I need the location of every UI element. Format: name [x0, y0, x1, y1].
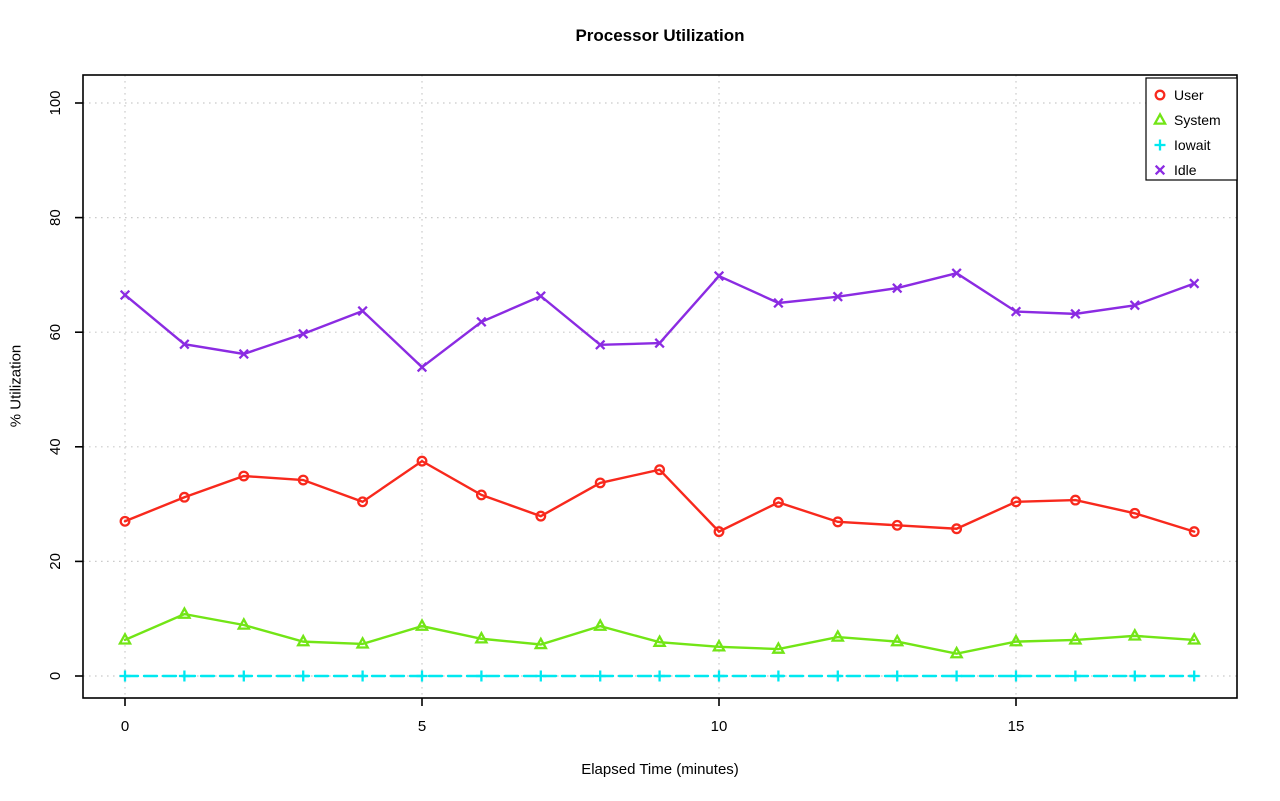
x-axis-title: Elapsed Time (minutes) [581, 761, 739, 778]
user-marker [535, 510, 547, 522]
series-system [117, 606, 1202, 659]
system-marker [533, 636, 548, 650]
system-marker [296, 633, 311, 647]
user-marker [1188, 526, 1200, 538]
user-marker [1129, 507, 1141, 519]
x-tick-label: 10 [711, 718, 728, 735]
series-idle [119, 268, 1200, 373]
idle-marker [951, 268, 962, 279]
system-marker [177, 606, 192, 619]
x-tick-label: 0 [121, 718, 129, 735]
idle-marker [1010, 306, 1022, 317]
idle-marker [179, 339, 190, 350]
user-marker [297, 474, 309, 486]
system-marker [949, 645, 964, 659]
plot-box [82, 74, 1238, 699]
system-marker [117, 631, 133, 645]
x-tick-label: 5 [418, 718, 426, 735]
system-marker [830, 629, 845, 642]
x-tick-label: 15 [1008, 718, 1025, 735]
user-marker [238, 470, 250, 482]
user-marker [772, 496, 784, 508]
idle-marker [1189, 278, 1200, 289]
legend-circle-icon [1154, 89, 1166, 101]
idle-marker [595, 339, 606, 350]
user-marker [654, 464, 666, 476]
axes: 0 5 10 15 0 20 40 60 80 100 [47, 90, 1024, 735]
y-tick-label: 80 [47, 209, 64, 226]
idle-marker [357, 305, 368, 317]
user-marker [832, 516, 844, 528]
y-tick-label: 0 [47, 672, 64, 680]
series-iowait [119, 670, 1200, 682]
idle-marker [654, 337, 665, 349]
idle-marker [713, 270, 725, 282]
idle-marker [832, 291, 843, 302]
system-marker [593, 618, 608, 631]
series-line [123, 271, 1196, 369]
idle-marker [476, 316, 487, 327]
idle-marker [238, 348, 249, 360]
user-marker [357, 496, 369, 508]
legend-label: System [1174, 112, 1221, 128]
system-marker [1127, 627, 1142, 641]
idle-marker [535, 290, 546, 302]
y-tick-label: 40 [47, 438, 64, 455]
system-marker [414, 618, 430, 631]
system-marker [236, 617, 251, 630]
system-marker [1008, 633, 1024, 647]
series-line [123, 612, 1196, 655]
system-marker [890, 633, 905, 647]
legend-triangle-icon [1152, 112, 1168, 125]
user-marker [119, 515, 131, 527]
user-marker [1010, 496, 1022, 508]
legend-box [1145, 77, 1238, 181]
legend-label: Iowait [1174, 137, 1211, 153]
user-marker [594, 477, 606, 489]
user-marker [178, 491, 190, 503]
idle-marker [119, 289, 131, 301]
idle-marker [1129, 300, 1140, 311]
user-marker [951, 523, 963, 535]
idle-marker [773, 297, 784, 309]
system-marker [652, 634, 667, 647]
series-line [123, 459, 1196, 534]
legend-label: User [1174, 87, 1204, 103]
idle-marker [892, 282, 903, 294]
idle-marker [416, 362, 428, 373]
chart-title: Processor Utilization [575, 26, 745, 45]
y-axis-title: % Utilization [7, 344, 25, 428]
idle-marker [298, 328, 309, 340]
system-marker [355, 635, 370, 649]
user-marker [1069, 494, 1081, 506]
system-marker [1187, 631, 1202, 645]
system-marker [1068, 631, 1083, 645]
legend-label: Idle [1174, 162, 1197, 178]
system-marker [474, 630, 489, 644]
legend-x-icon [1154, 164, 1166, 176]
user-marker [416, 455, 428, 467]
user-marker [713, 526, 725, 538]
system-marker [771, 641, 786, 654]
y-tick-label: 20 [47, 553, 64, 570]
series-user [119, 455, 1200, 538]
user-marker [891, 519, 903, 531]
system-marker [711, 638, 727, 652]
user-marker [475, 489, 487, 501]
idle-marker [1070, 308, 1081, 319]
y-tick-label: 100 [47, 90, 64, 115]
y-tick-label: 60 [47, 324, 64, 341]
gridlines [83, 75, 1237, 698]
legend: User System Iowait Idle [1145, 77, 1238, 181]
